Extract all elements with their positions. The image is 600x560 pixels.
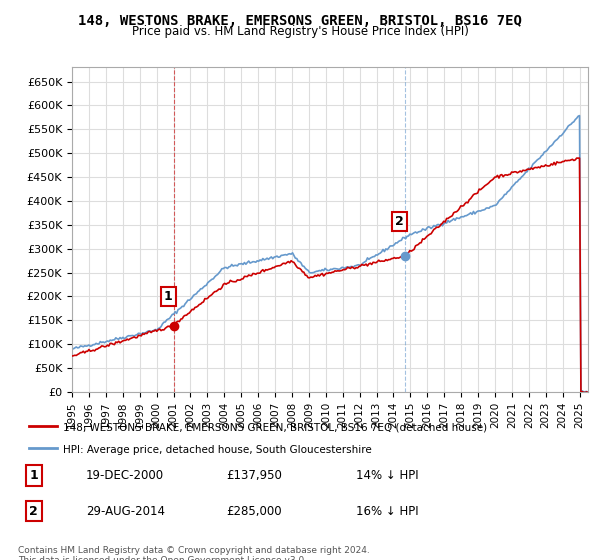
Text: 148, WESTONS BRAKE, EMERSONS GREEN, BRISTOL, BS16 7EQ (detached house): 148, WESTONS BRAKE, EMERSONS GREEN, BRIS… [63, 423, 487, 433]
Text: 16% ↓ HPI: 16% ↓ HPI [356, 505, 419, 517]
Text: 19-DEC-2000: 19-DEC-2000 [86, 469, 164, 482]
Text: 29-AUG-2014: 29-AUG-2014 [86, 505, 164, 517]
Text: 2: 2 [29, 505, 38, 517]
Text: 1: 1 [29, 469, 38, 482]
Text: 148, WESTONS BRAKE, EMERSONS GREEN, BRISTOL, BS16 7EQ: 148, WESTONS BRAKE, EMERSONS GREEN, BRIS… [78, 14, 522, 28]
Text: 2: 2 [395, 215, 404, 228]
Text: £137,950: £137,950 [227, 469, 283, 482]
Text: HPI: Average price, detached house, South Gloucestershire: HPI: Average price, detached house, Sout… [63, 445, 372, 455]
Text: Price paid vs. HM Land Registry's House Price Index (HPI): Price paid vs. HM Land Registry's House … [131, 25, 469, 38]
Text: Contains HM Land Registry data © Crown copyright and database right 2024.
This d: Contains HM Land Registry data © Crown c… [18, 546, 370, 560]
Text: 14% ↓ HPI: 14% ↓ HPI [356, 469, 419, 482]
Text: £285,000: £285,000 [227, 505, 283, 517]
Text: 1: 1 [164, 290, 173, 303]
